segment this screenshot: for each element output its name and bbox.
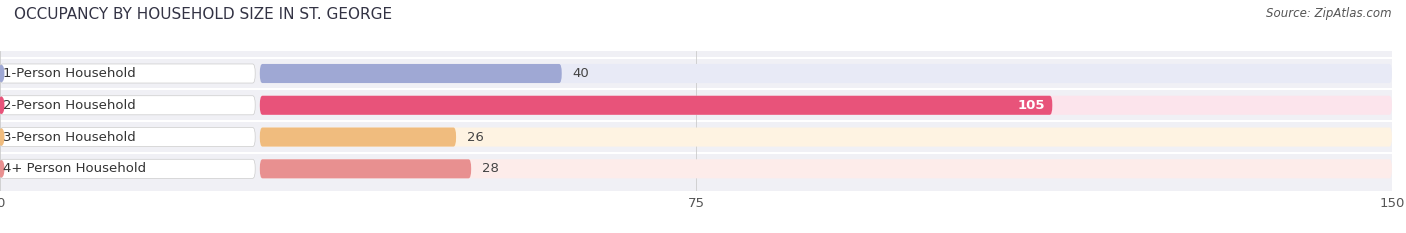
FancyBboxPatch shape bbox=[260, 64, 562, 83]
Text: 3-Person Household: 3-Person Household bbox=[3, 130, 136, 144]
Text: OCCUPANCY BY HOUSEHOLD SIZE IN ST. GEORGE: OCCUPANCY BY HOUSEHOLD SIZE IN ST. GEORG… bbox=[14, 7, 392, 22]
Text: 4+ Person Household: 4+ Person Household bbox=[3, 162, 146, 175]
FancyBboxPatch shape bbox=[260, 127, 456, 147]
Text: 105: 105 bbox=[1018, 99, 1045, 112]
Circle shape bbox=[0, 65, 4, 82]
FancyBboxPatch shape bbox=[0, 64, 256, 83]
FancyBboxPatch shape bbox=[260, 64, 1392, 83]
Text: 2-Person Household: 2-Person Household bbox=[3, 99, 136, 112]
Text: 28: 28 bbox=[482, 162, 499, 175]
Text: 26: 26 bbox=[467, 130, 484, 144]
FancyBboxPatch shape bbox=[260, 96, 1052, 115]
Circle shape bbox=[0, 129, 4, 145]
FancyBboxPatch shape bbox=[0, 96, 256, 115]
FancyBboxPatch shape bbox=[260, 127, 1392, 147]
Circle shape bbox=[0, 97, 4, 113]
FancyBboxPatch shape bbox=[0, 159, 256, 178]
FancyBboxPatch shape bbox=[260, 96, 1392, 115]
Text: Source: ZipAtlas.com: Source: ZipAtlas.com bbox=[1267, 7, 1392, 20]
FancyBboxPatch shape bbox=[260, 159, 471, 178]
FancyBboxPatch shape bbox=[0, 127, 256, 147]
Text: 1-Person Household: 1-Person Household bbox=[3, 67, 136, 80]
Text: 40: 40 bbox=[572, 67, 589, 80]
FancyBboxPatch shape bbox=[260, 159, 1392, 178]
Circle shape bbox=[0, 161, 4, 177]
